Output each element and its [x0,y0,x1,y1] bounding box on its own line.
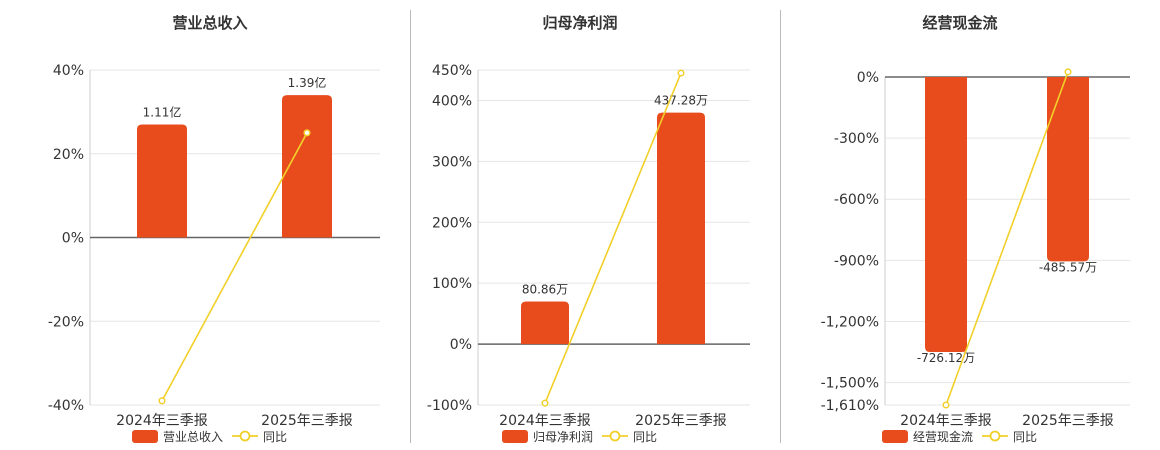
bar [282,95,332,238]
yoy-point [541,399,549,407]
bar-data-label: -726.12万 [917,351,975,365]
y-tick-label: -100% [427,398,472,414]
y-tick-label: -900% [834,253,879,269]
bar-data-label: 1.39亿 [288,75,327,90]
y-tick-label: 400% [432,93,472,109]
y-tick-label: 200% [432,215,472,231]
y-tick-label: 40% [53,63,84,79]
bar-data-label: -485.57万 [1039,260,1097,274]
yoy-point [942,401,950,409]
legend-bar-swatch [502,430,528,443]
yoy-line [544,72,682,404]
legend-line-marker [989,430,1001,442]
x-tick-label: 2025年三季报 [1022,413,1114,429]
legend-bar-label: 营业总收入 [163,430,223,444]
legend-bar-label: 归母净利润 [533,430,593,444]
y-tick-label: 450% [432,63,472,79]
y-tick-label: 0% [450,337,472,353]
yoy-point [677,69,685,77]
bar [137,124,187,238]
bar [657,112,705,345]
legend-line-label: 同比 [1013,430,1037,444]
panel-divider [780,10,781,443]
y-tick-label: 0% [62,231,84,247]
chart-title: 归母净利润 [542,14,617,32]
chart-title: 经营现金流 [922,14,997,32]
y-tick-label: 20% [53,147,84,163]
legend-bar-label: 经营现金流 [913,429,973,444]
x-tick-label: 2024年三季报 [499,413,591,429]
bar [521,301,569,345]
bar [1047,77,1089,262]
legend-bar-swatch [882,430,908,443]
y-tick-label: -1,200% [821,314,879,330]
y-tick-label: 0% [857,70,879,86]
yoy-point [158,397,166,405]
legend-line-label: 同比 [263,430,287,444]
y-tick-label: -600% [834,192,879,208]
y-tick-label: -300% [834,131,879,147]
yoy-point [303,129,311,137]
yoy-line [945,71,1069,406]
legend-line-marker [609,430,621,442]
y-tick-label: -20% [48,314,84,330]
legend-bar-swatch [132,430,158,443]
panel-divider [410,10,411,443]
y-tick-label: -1,610% [821,398,879,414]
y-tick-label: -1,500% [821,376,879,392]
bar-data-label: 80.86万 [522,282,568,296]
yoy-point [1064,68,1072,76]
bar [925,77,967,353]
bar-data-label: 1.11亿 [143,104,182,119]
legend-line-marker [239,430,251,442]
x-tick-label: 2025年三季报 [635,413,727,429]
bar-data-label: 437.28万 [654,94,708,108]
y-tick-label: 100% [432,276,472,292]
x-tick-label: 2024年三季报 [900,413,992,429]
legend-line-label: 同比 [633,430,657,444]
x-tick-label: 2024年三季报 [116,413,208,429]
yoy-line [161,132,308,402]
y-tick-label: 300% [432,154,472,170]
y-tick-label: -40% [48,398,84,414]
x-tick-label: 2025年三季报 [261,413,353,429]
chart-title: 营业总收入 [172,14,247,32]
